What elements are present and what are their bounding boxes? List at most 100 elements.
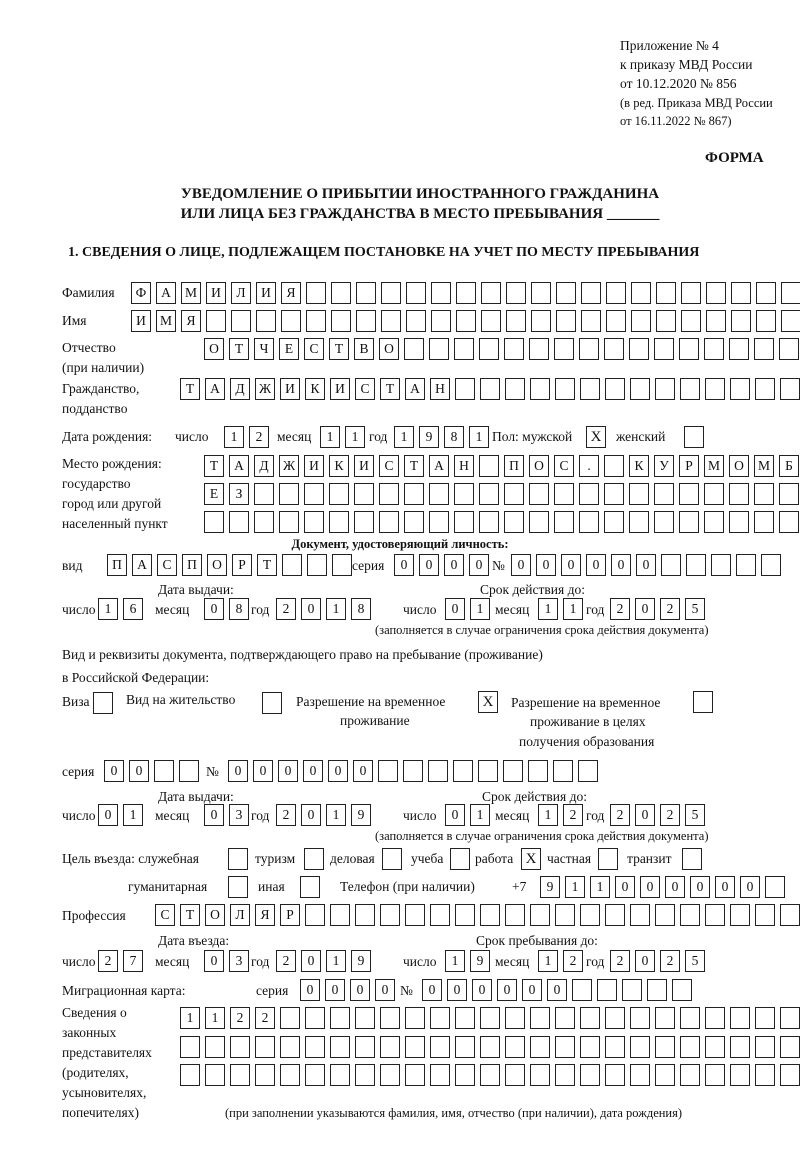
char-cell[interactable]: М bbox=[704, 455, 724, 477]
char-cell[interactable] bbox=[630, 378, 650, 400]
char-cell[interactable] bbox=[681, 282, 701, 304]
char-cell[interactable] bbox=[686, 554, 706, 576]
char-cell[interactable] bbox=[605, 1036, 625, 1058]
char-cell[interactable]: И bbox=[304, 455, 324, 477]
char-cell[interactable] bbox=[455, 378, 475, 400]
char-cell[interactable] bbox=[731, 310, 751, 332]
char-cell[interactable]: 0 bbox=[665, 876, 685, 898]
char-cell[interactable]: А bbox=[229, 455, 249, 477]
char-cell[interactable] bbox=[622, 979, 642, 1001]
char-cell[interactable] bbox=[754, 511, 774, 533]
char-cell[interactable] bbox=[781, 310, 800, 332]
char-cell[interactable]: 0 bbox=[375, 979, 395, 1001]
char-cell[interactable]: Д bbox=[230, 378, 250, 400]
char-cell[interactable] bbox=[780, 1036, 800, 1058]
char-cell[interactable] bbox=[581, 282, 601, 304]
char-cell[interactable] bbox=[605, 378, 625, 400]
char-cell[interactable] bbox=[765, 876, 785, 898]
char-cell[interactable] bbox=[481, 282, 501, 304]
char-cell[interactable]: 0 bbox=[350, 979, 370, 1001]
char-cell[interactable]: К bbox=[629, 455, 649, 477]
char-cell[interactable]: Я bbox=[181, 310, 201, 332]
char-cell[interactable] bbox=[454, 483, 474, 505]
purpose-tourism-checkbox[interactable] bbox=[304, 848, 324, 870]
char-cell[interactable] bbox=[406, 282, 426, 304]
char-cell[interactable]: 2 bbox=[276, 804, 296, 826]
char-cell[interactable] bbox=[681, 310, 701, 332]
char-cell[interactable] bbox=[378, 760, 398, 782]
char-cell[interactable] bbox=[480, 904, 500, 926]
char-cell[interactable]: М bbox=[156, 310, 176, 332]
char-cell[interactable] bbox=[231, 310, 251, 332]
char-cell[interactable]: 5 bbox=[685, 598, 705, 620]
char-cell[interactable] bbox=[679, 338, 699, 360]
char-cell[interactable] bbox=[479, 338, 499, 360]
char-cell[interactable]: 9 bbox=[540, 876, 560, 898]
char-cell[interactable] bbox=[280, 1064, 300, 1086]
char-cell[interactable] bbox=[305, 1036, 325, 1058]
char-cell[interactable]: 1 bbox=[180, 1007, 200, 1029]
purpose-service-checkbox[interactable] bbox=[228, 848, 248, 870]
char-cell[interactable] bbox=[330, 1064, 350, 1086]
char-cell[interactable] bbox=[329, 511, 349, 533]
char-cell[interactable] bbox=[604, 483, 624, 505]
char-cell[interactable] bbox=[429, 511, 449, 533]
char-cell[interactable] bbox=[282, 554, 302, 576]
char-cell[interactable] bbox=[680, 904, 700, 926]
char-cell[interactable] bbox=[555, 1007, 575, 1029]
char-cell[interactable] bbox=[631, 310, 651, 332]
char-cell[interactable] bbox=[630, 1064, 650, 1086]
char-cell[interactable] bbox=[430, 1036, 450, 1058]
char-cell[interactable]: Т bbox=[404, 455, 424, 477]
char-cell[interactable]: А bbox=[405, 378, 425, 400]
char-cell[interactable] bbox=[730, 1036, 750, 1058]
char-cell[interactable] bbox=[579, 338, 599, 360]
char-cell[interactable] bbox=[704, 338, 724, 360]
char-cell[interactable] bbox=[655, 904, 675, 926]
char-cell[interactable]: С bbox=[304, 338, 324, 360]
char-cell[interactable] bbox=[555, 378, 575, 400]
char-cell[interactable] bbox=[304, 483, 324, 505]
char-cell[interactable]: 5 bbox=[685, 804, 705, 826]
char-cell[interactable]: У bbox=[654, 455, 674, 477]
char-cell[interactable]: 0 bbox=[444, 554, 464, 576]
char-cell[interactable] bbox=[531, 282, 551, 304]
char-cell[interactable] bbox=[580, 1036, 600, 1058]
char-cell[interactable] bbox=[405, 1007, 425, 1029]
char-cell[interactable] bbox=[506, 310, 526, 332]
char-cell[interactable]: 0 bbox=[472, 979, 492, 1001]
char-cell[interactable]: Т bbox=[180, 904, 200, 926]
char-cell[interactable] bbox=[180, 1064, 200, 1086]
char-cell[interactable] bbox=[605, 1064, 625, 1086]
char-cell[interactable] bbox=[779, 511, 799, 533]
char-cell[interactable] bbox=[531, 310, 551, 332]
char-cell[interactable]: Ч bbox=[254, 338, 274, 360]
char-cell[interactable] bbox=[405, 1064, 425, 1086]
char-cell[interactable]: 1 bbox=[470, 598, 490, 620]
char-cell[interactable] bbox=[255, 1064, 275, 1086]
char-cell[interactable]: Д bbox=[254, 455, 274, 477]
char-cell[interactable]: 2 bbox=[276, 598, 296, 620]
char-cell[interactable]: П bbox=[504, 455, 524, 477]
char-cell[interactable]: 1 bbox=[445, 950, 465, 972]
char-cell[interactable] bbox=[580, 378, 600, 400]
char-cell[interactable]: 1 bbox=[590, 876, 610, 898]
char-cell[interactable] bbox=[331, 310, 351, 332]
char-cell[interactable]: 1 bbox=[224, 426, 244, 448]
char-cell[interactable] bbox=[606, 310, 626, 332]
char-cell[interactable] bbox=[529, 338, 549, 360]
char-cell[interactable]: 0 bbox=[636, 554, 656, 576]
char-cell[interactable] bbox=[304, 511, 324, 533]
char-cell[interactable] bbox=[455, 1007, 475, 1029]
visa-checkbox[interactable] bbox=[93, 692, 113, 714]
char-cell[interactable] bbox=[530, 904, 550, 926]
char-cell[interactable]: 2 bbox=[249, 426, 269, 448]
char-cell[interactable] bbox=[755, 904, 775, 926]
